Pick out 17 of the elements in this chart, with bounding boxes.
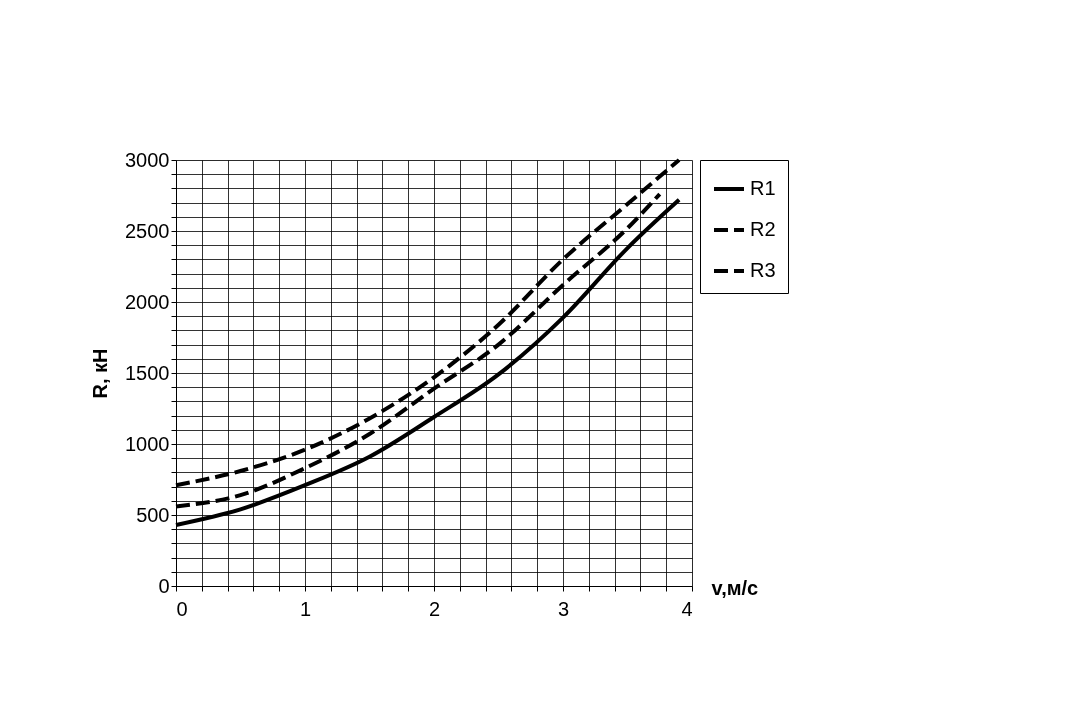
y-tick-label: 2500 — [125, 219, 170, 242]
legend-label: R2 — [750, 218, 776, 240]
legend-label: R3 — [750, 259, 776, 281]
y-tick-label: 3000 — [125, 148, 170, 171]
y-tick-label: 1000 — [125, 432, 170, 455]
x-tick-label: 4 — [681, 597, 693, 620]
x-tick-label: 3 — [557, 597, 570, 620]
legend-label: R1 — [750, 177, 776, 199]
x-tick-label: 0 — [176, 597, 188, 620]
y-tick-label: 500 — [136, 503, 170, 526]
x-tick-label: 2 — [428, 597, 441, 620]
x-axis-title: v,м/с — [711, 576, 759, 599]
y-tick-label: 2000 — [125, 290, 170, 313]
y-tick-label: 1500 — [125, 361, 170, 384]
x-tick-label: 1 — [299, 597, 312, 620]
y-tick-label: 0 — [158, 574, 170, 597]
y-axis-title: R, кН — [89, 348, 112, 399]
